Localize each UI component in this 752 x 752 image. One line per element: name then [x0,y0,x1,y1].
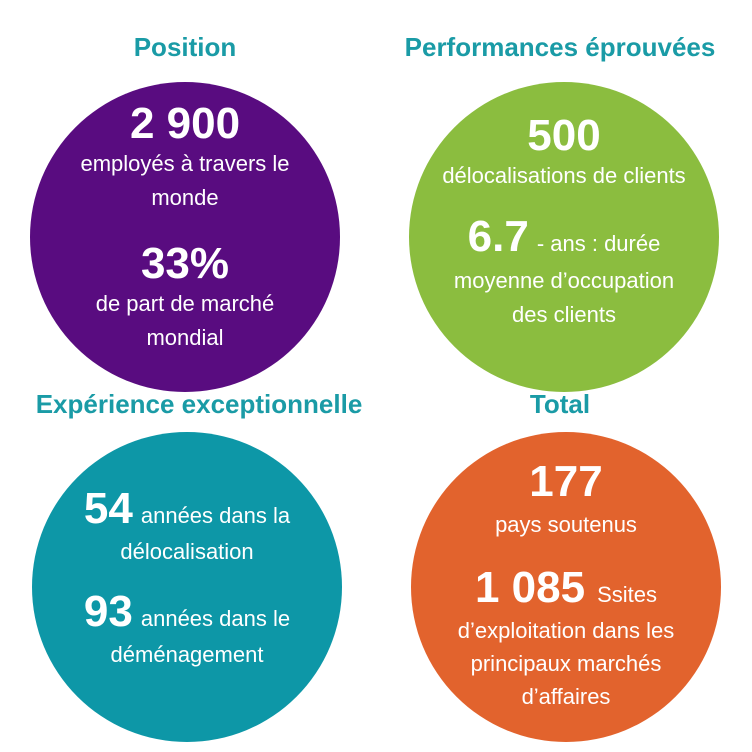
total-countries-value: 177 [529,457,603,506]
experience-relocation-value: 54 [83,484,133,533]
performance-title: Performances éprouvées [404,32,716,62]
position-market-share-label-1: de part de marché [95,291,275,316]
performance-circle: 500 délocalisations de clients 6.7 - ans… [409,82,719,392]
total-sites-label-4: d’affaires [521,684,611,709]
performance-occupancy-row: 6.7 - ans : durée [409,215,719,260]
performance-occupancy-label-1: - ans : durée [536,231,661,256]
experience-relocation-row: 54 années dans la [32,487,342,532]
experience-title: Expérience exceptionnelle [35,389,363,419]
total-title: Total [529,389,591,419]
total-sites-label-1: Ssites [597,582,658,607]
experience-moving-label-1: années dans le [140,606,291,631]
total-sites-label-2: d’exploitation dans les [457,618,675,643]
total-sites-value: 1 085 [474,563,586,612]
experience-circle: 54 années dans la délocalisation 93 anné… [32,432,342,742]
performance-relocations-value: 500 [527,111,601,160]
performance-occupancy-value: 6.7 [467,212,529,261]
experience-moving-label-2: déménagement [110,642,264,667]
performance-occupancy-label-3: des clients [512,302,616,327]
position-circle: 2 900 employés à travers le monde 33% de… [30,82,340,392]
performance-occupancy-label-2: moyenne d’occupation [453,268,675,293]
total-countries-label: pays soutenus [495,512,637,537]
position-employees-label-2: monde [151,185,219,210]
total-sites-row: 1 085 Ssites [411,566,721,611]
experience-relocation-label-1: années dans la [140,503,291,528]
experience-relocation-label-2: délocalisation [120,539,254,564]
position-employees-value: 2 900 [129,99,241,148]
experience-moving-row: 93 années dans le [32,590,342,635]
position-employees-label-1: employés à travers le [80,151,290,176]
total-circle: 177 pays soutenus 1 085 Ssites d’exploit… [411,432,721,742]
experience-moving-value: 93 [83,587,133,636]
position-market-share-value: 33% [140,239,230,288]
performance-relocations-label: délocalisations de clients [442,163,686,188]
total-sites-label-3: principaux marchés [470,651,662,676]
position-market-share-label-2: mondial [146,325,224,350]
position-title: Position [133,32,237,62]
